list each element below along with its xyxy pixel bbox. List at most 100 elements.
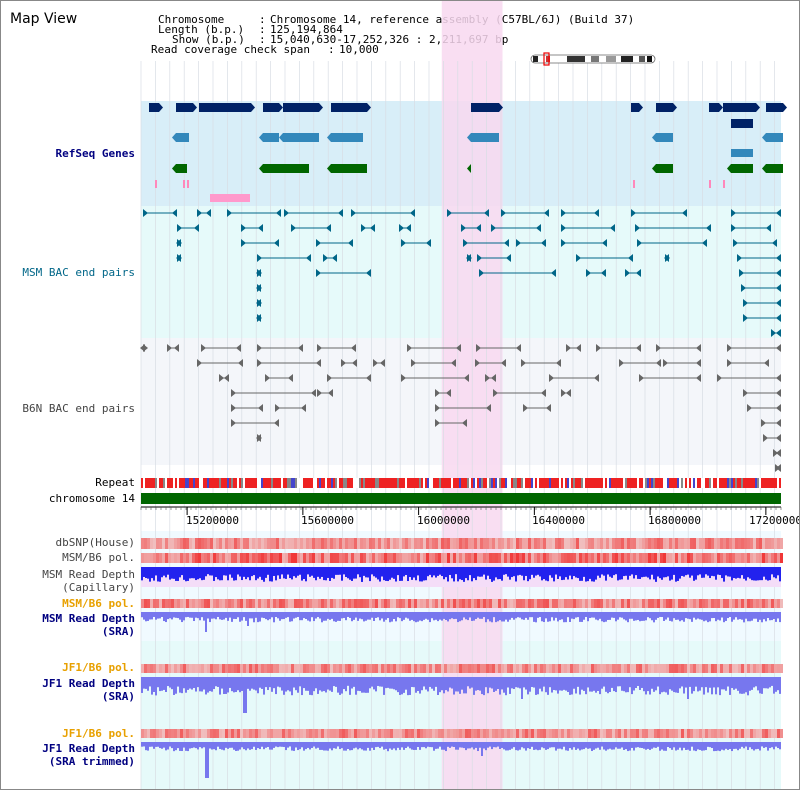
jf1-b6-pol-cell: [222, 664, 225, 673]
jf1-b6-pol-2-cell: [513, 729, 516, 738]
b6n-bac-pair-end: [274, 419, 279, 427]
repeat-element: [195, 478, 197, 488]
msm-depth-sra-bar: [777, 612, 779, 619]
jf1-depth-sra-bar: [709, 677, 711, 688]
dbsnp-cell: [678, 538, 681, 549]
jf1-b6-pol-2-cell: [561, 729, 564, 738]
msm-bac-pair-end: [143, 209, 148, 217]
msm-depth-sra-bar: [717, 612, 719, 620]
repeat-element: [529, 478, 531, 488]
msm-b6-pol-2-cell: [585, 599, 588, 608]
msm-depth-sra-bar: [331, 612, 333, 619]
msm-depth-cap-bar: [575, 567, 577, 578]
msm-depth-cap-bar: [701, 567, 703, 578]
msm-b6-pol-cell: [237, 553, 240, 563]
jf1-depth-trim-bar: [249, 742, 251, 750]
jf1-b6-pol-cell: [672, 664, 675, 673]
msm-depth-sra-bar: [685, 612, 687, 619]
msm-b6-pol-2-cell: [447, 599, 450, 608]
msm-depth-sra-bar: [335, 612, 337, 622]
msm-b6-pol-2-cell: [606, 599, 609, 608]
msm-depth-cap-bar: [599, 567, 601, 578]
msm-depth-cap-bar: [151, 567, 153, 579]
jf1-depth-sra-bar: [637, 677, 639, 686]
jf1-depth-sra-bar: [563, 677, 565, 690]
msm-depth-cap-bar: [339, 567, 341, 575]
msm-depth-cap-bar: [647, 567, 649, 578]
msm-depth-sra-bar: [269, 612, 271, 620]
msm-depth-sra-bar: [727, 612, 729, 619]
jf1-b6-pol-2-cell: [636, 729, 639, 738]
msm-depth-cap-bar: [387, 567, 389, 582]
msm-b6-pol-cell: [765, 553, 768, 563]
jf1-depth-sra-bar: [359, 677, 361, 692]
msm-b6-pol-cell: [216, 553, 219, 563]
msm-depth-sra-bar: [143, 612, 145, 620]
msm-depth-cap-bar: [531, 567, 533, 575]
dbsnp-cell: [282, 538, 285, 549]
msm-b6-pol-cell: [276, 553, 279, 563]
msm-b6-pol-2-cell: [156, 599, 159, 608]
jf1-depth-trim-bar: [301, 742, 303, 748]
gene-arrow: [719, 103, 723, 112]
msm-depth-sra-bar: [497, 612, 499, 622]
dbsnp-cell: [681, 538, 684, 549]
msm-b6-pol-cell: [636, 553, 639, 563]
jf1-b6-pol-2-cell: [267, 729, 270, 738]
jf1-depth-trim-bar: [259, 742, 261, 750]
jf1-depth-sra-bar: [457, 677, 459, 692]
jf1-depth-trim-bar: [243, 742, 245, 750]
msm-b6-pol-2-cell: [735, 599, 738, 608]
gene-feature: [149, 103, 159, 112]
jf1-b6-pol-cell: [516, 664, 519, 673]
b6n-bac-pair-end: [435, 404, 440, 412]
jf1-depth-trim-bar: [581, 742, 583, 750]
jf1-depth-trim-bar: [161, 742, 163, 749]
jf1-b6-pol-cell: [402, 664, 405, 673]
jf1-b6-pol-cell: [258, 664, 261, 673]
msm-b6-pol-2-cell: [366, 599, 369, 608]
msm-b6-pol-cell: [729, 553, 732, 563]
jf1-depth-trim-bar: [377, 742, 379, 747]
jf1-b6-pol-2-cell: [177, 729, 180, 738]
b6n-bac-pair-end: [224, 374, 229, 382]
msm-depth-cap-bar: [587, 567, 589, 582]
jf1-depth-trim-bar: [651, 742, 653, 749]
msm-depth-sra-bar: [305, 612, 307, 619]
jf1-depth-trim-bar: [361, 742, 363, 750]
jf1-b6-pol-2-cell: [285, 729, 288, 738]
msm-b6-pol-2-cell: [276, 599, 279, 608]
msm-depth-cap-bar: [683, 567, 685, 577]
jf1-depth-trim-bar: [547, 742, 549, 750]
dbsnp-cell: [315, 538, 318, 549]
repeat-element: [265, 478, 267, 488]
jf1-depth-trim-bar: [407, 742, 409, 747]
b6n-bac-pair-end: [352, 359, 357, 367]
jf1-depth-sra-bar: [483, 677, 485, 696]
msm-depth-cap-bar: [457, 567, 459, 582]
msm-depth-sra-bar: [375, 612, 377, 618]
msm-depth-sra-bar: [337, 612, 339, 621]
repeat-element: [515, 478, 517, 488]
jf1-b6-pol-2-cell: [774, 729, 777, 738]
msm-b6-pol-2-cell: [372, 599, 375, 608]
msm-b6-pol-2-cell: [723, 599, 726, 608]
msm-b6-pol-cell: [726, 553, 729, 563]
jf1-b6-pol-cell: [465, 664, 468, 673]
gene-arrow: [279, 103, 283, 112]
msm-b6-pol-cell: [705, 553, 708, 563]
msm-depth-cap-bar: [259, 567, 261, 577]
jf1-b6-pol-cell: [408, 664, 411, 673]
msm-b6-pol-cell: [255, 553, 258, 563]
jf1-depth-sra-bar: [371, 677, 373, 687]
jf1-b6-pol-cell: [225, 664, 228, 673]
msm-depth-cap-bar: [161, 567, 163, 578]
dbsnp-cell: [609, 538, 612, 549]
jf1-depth-trim-bar: [287, 742, 289, 748]
msm-b6-pol-2-cell: [636, 599, 639, 608]
msm-depth-sra-bar: [701, 612, 703, 620]
msm-depth-sra-bar: [217, 612, 219, 617]
msm-depth-cap-bar: [407, 567, 409, 582]
jf1-depth-sra-bar: [621, 677, 623, 691]
